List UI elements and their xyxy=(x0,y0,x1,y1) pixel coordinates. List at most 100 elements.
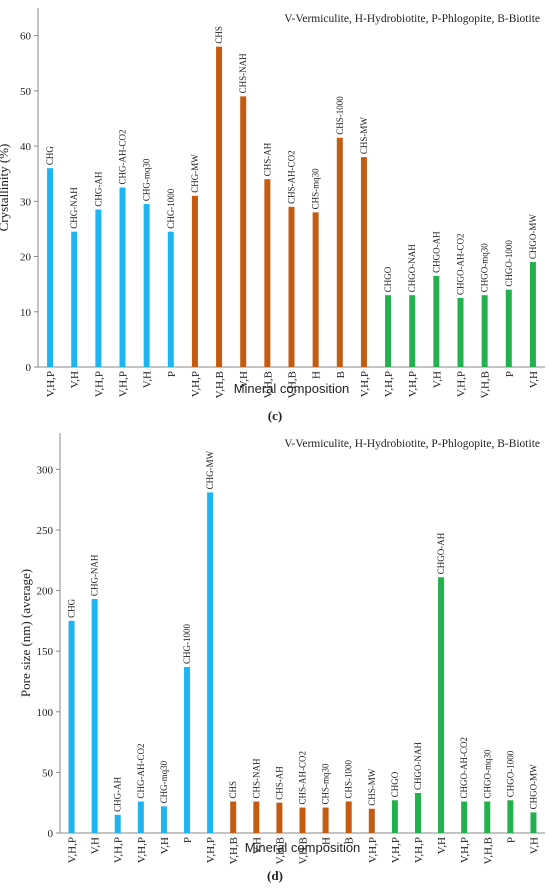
bar-label: CHG-1000 xyxy=(182,623,192,663)
y-tick-label: 300 xyxy=(37,464,54,476)
x-tick-label: B xyxy=(335,371,347,378)
bar-label: CHGO-1000 xyxy=(505,750,515,797)
bar xyxy=(461,801,468,833)
x-tick-label: V,H,B xyxy=(287,371,299,398)
bar xyxy=(207,492,214,833)
bar xyxy=(360,157,367,367)
bar-label: CHG-AH-CO2 xyxy=(136,743,146,798)
x-tick-label: P xyxy=(166,371,178,377)
x-tick-label: V,H,B xyxy=(228,837,240,864)
bar-label: CHGO-MW xyxy=(528,214,538,260)
x-tick-label: V,H xyxy=(238,371,250,388)
bar xyxy=(288,206,295,367)
x-tick-label: V,H,P xyxy=(118,371,130,397)
bar xyxy=(68,620,75,833)
bar xyxy=(216,46,223,368)
x-tick-label: V,H,P xyxy=(359,371,371,397)
bar-label: CHG-NAH xyxy=(90,554,100,596)
x-tick-label: V,H xyxy=(142,371,154,388)
bar-label: CHGO xyxy=(383,266,393,292)
x-tick-label: V,H,P xyxy=(383,371,395,397)
x-tick-label: P xyxy=(504,371,516,377)
bar xyxy=(433,275,440,367)
bar-label: CHGO-mq30 xyxy=(482,749,492,798)
y-tick-label: 150 xyxy=(37,646,54,658)
bar xyxy=(457,297,464,367)
bar-label: CHS-MW xyxy=(359,117,369,155)
bar-label: CHG xyxy=(45,146,55,166)
bar-label: CHGO-AH-CO2 xyxy=(459,737,469,799)
y-tick-label: 200 xyxy=(37,586,54,598)
x-tick-label: V,H,P xyxy=(93,371,105,397)
bar-label: CHGO-AH xyxy=(436,532,446,574)
x-tick-label: H xyxy=(321,837,333,845)
bar-label: CHS-AH-CO2 xyxy=(287,150,297,204)
bar xyxy=(345,801,352,833)
y-tick-label: 10 xyxy=(20,307,32,319)
y-tick-label: 50 xyxy=(20,86,32,98)
legend-note: V-Vermiculite, H-Hydrobiotite, P-Phlogop… xyxy=(284,438,540,450)
y-tick-label: 100 xyxy=(37,707,54,719)
bar-label: CHG xyxy=(67,598,77,618)
bar xyxy=(368,808,375,833)
x-tick-label: P xyxy=(182,837,194,843)
bar xyxy=(481,295,488,367)
bar xyxy=(409,295,416,367)
bar xyxy=(484,801,491,833)
bar-label: CHS-NAH xyxy=(251,758,261,799)
x-tick-label: V,H,P xyxy=(407,371,419,397)
bar xyxy=(299,807,306,833)
bar xyxy=(91,599,98,833)
x-tick-label: V,H xyxy=(251,837,263,854)
y-tick-label: 0 xyxy=(48,828,54,840)
x-tick-label: V,H,P xyxy=(413,837,425,863)
x-axis-label: Mineral composition xyxy=(234,381,350,396)
bar xyxy=(322,807,329,833)
bar-label: CHS-MW xyxy=(367,768,377,806)
bar xyxy=(114,814,121,833)
x-tick-label: V,H xyxy=(159,837,171,854)
x-tick-label: V,H,P xyxy=(367,837,379,863)
x-tick-label: V,H,P xyxy=(113,837,125,863)
bar-label: CHG-MW xyxy=(205,450,215,489)
x-tick-label: P xyxy=(505,837,517,843)
bar-label: CHG-mq30 xyxy=(142,158,152,201)
bar-label: CHG-NAH xyxy=(69,187,79,229)
y-tick-label: 60 xyxy=(20,31,32,43)
y-tick-label: 0 xyxy=(26,362,32,374)
y-tick-label: 50 xyxy=(42,767,54,779)
caption: (d) xyxy=(267,868,283,883)
x-tick-label: V,H xyxy=(431,371,443,388)
bar xyxy=(184,666,191,833)
x-tick-label: V,H,P xyxy=(45,371,57,397)
bar-label: CHG-AH-CO2 xyxy=(118,130,128,185)
bar xyxy=(276,802,283,833)
bar-label: CHS-AH-CO2 xyxy=(298,751,308,805)
y-tick-label: 30 xyxy=(20,196,32,208)
caption: (c) xyxy=(268,408,282,423)
bar xyxy=(336,137,343,367)
bar-label: CHS-mq30 xyxy=(311,168,321,210)
x-tick-label: V,H,P xyxy=(390,837,402,863)
bar xyxy=(71,231,78,367)
bar-label: CHG-mq30 xyxy=(159,760,169,803)
bar xyxy=(414,793,421,833)
bar-label: CHS-NAH xyxy=(238,53,248,94)
x-tick-label: V,H xyxy=(90,837,102,854)
x-tick-label: V,H,P xyxy=(205,837,217,863)
x-tick-label: V,H,B xyxy=(480,371,492,398)
bar xyxy=(95,209,102,367)
y-tick-label: 40 xyxy=(20,141,32,153)
bar-label: CHGO-AH-CO2 xyxy=(456,233,466,295)
x-tick-label: V,H,P xyxy=(67,837,79,863)
x-tick-label: V,H,B xyxy=(482,837,494,864)
bar-label: CHGO-NAH xyxy=(413,742,423,790)
bar-label: CHS xyxy=(214,26,224,44)
bar-label: CHGO xyxy=(390,771,400,797)
bar-label: CHS xyxy=(228,781,238,799)
bar xyxy=(143,204,150,367)
x-tick-label: V,H xyxy=(436,837,448,854)
bar xyxy=(507,800,514,833)
x-tick-label: V,H,B xyxy=(274,837,286,864)
